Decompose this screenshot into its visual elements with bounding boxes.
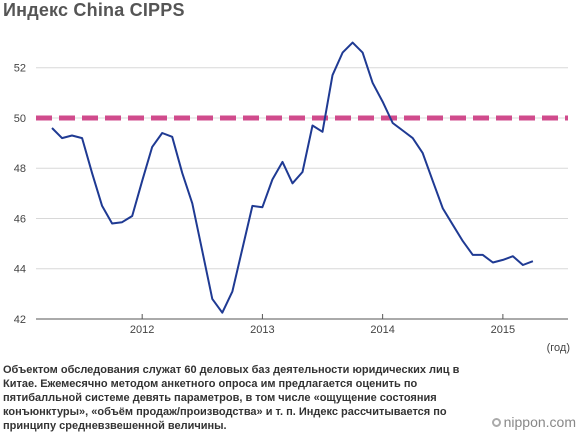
x-axis-ticks: 2012 2013 2014 2015 [130,314,515,336]
y-axis-ticks: 42 44 46 48 50 52 [14,63,26,326]
line-chart: 42 44 46 48 50 52 2012 2013 2014 2015 [14,41,568,336]
y-tick-label: 42 [14,314,26,326]
y-tick-label: 50 [14,113,26,125]
x-tick-label: 2013 [250,324,274,336]
grid-lines [36,67,568,270]
y-tick-label: 48 [14,163,26,175]
chart-title: Индекс China CIPPS [3,0,185,20]
series-line [51,41,534,314]
x-axis-unit-label: (год) [546,342,570,354]
nippon-logo-icon [491,417,501,427]
x-tick-label: 2015 [491,324,515,336]
x-tick-label: 2014 [370,324,394,336]
brand-logo: nippon.com [491,414,576,430]
y-tick-label: 44 [14,264,26,276]
y-tick-label: 46 [14,213,26,225]
x-tick-label: 2012 [130,324,154,336]
chart-footnote: Объектом обследования служат 60 деловых … [3,364,460,432]
y-tick-label: 52 [14,63,26,75]
brand-name: nippon.com [503,414,576,430]
